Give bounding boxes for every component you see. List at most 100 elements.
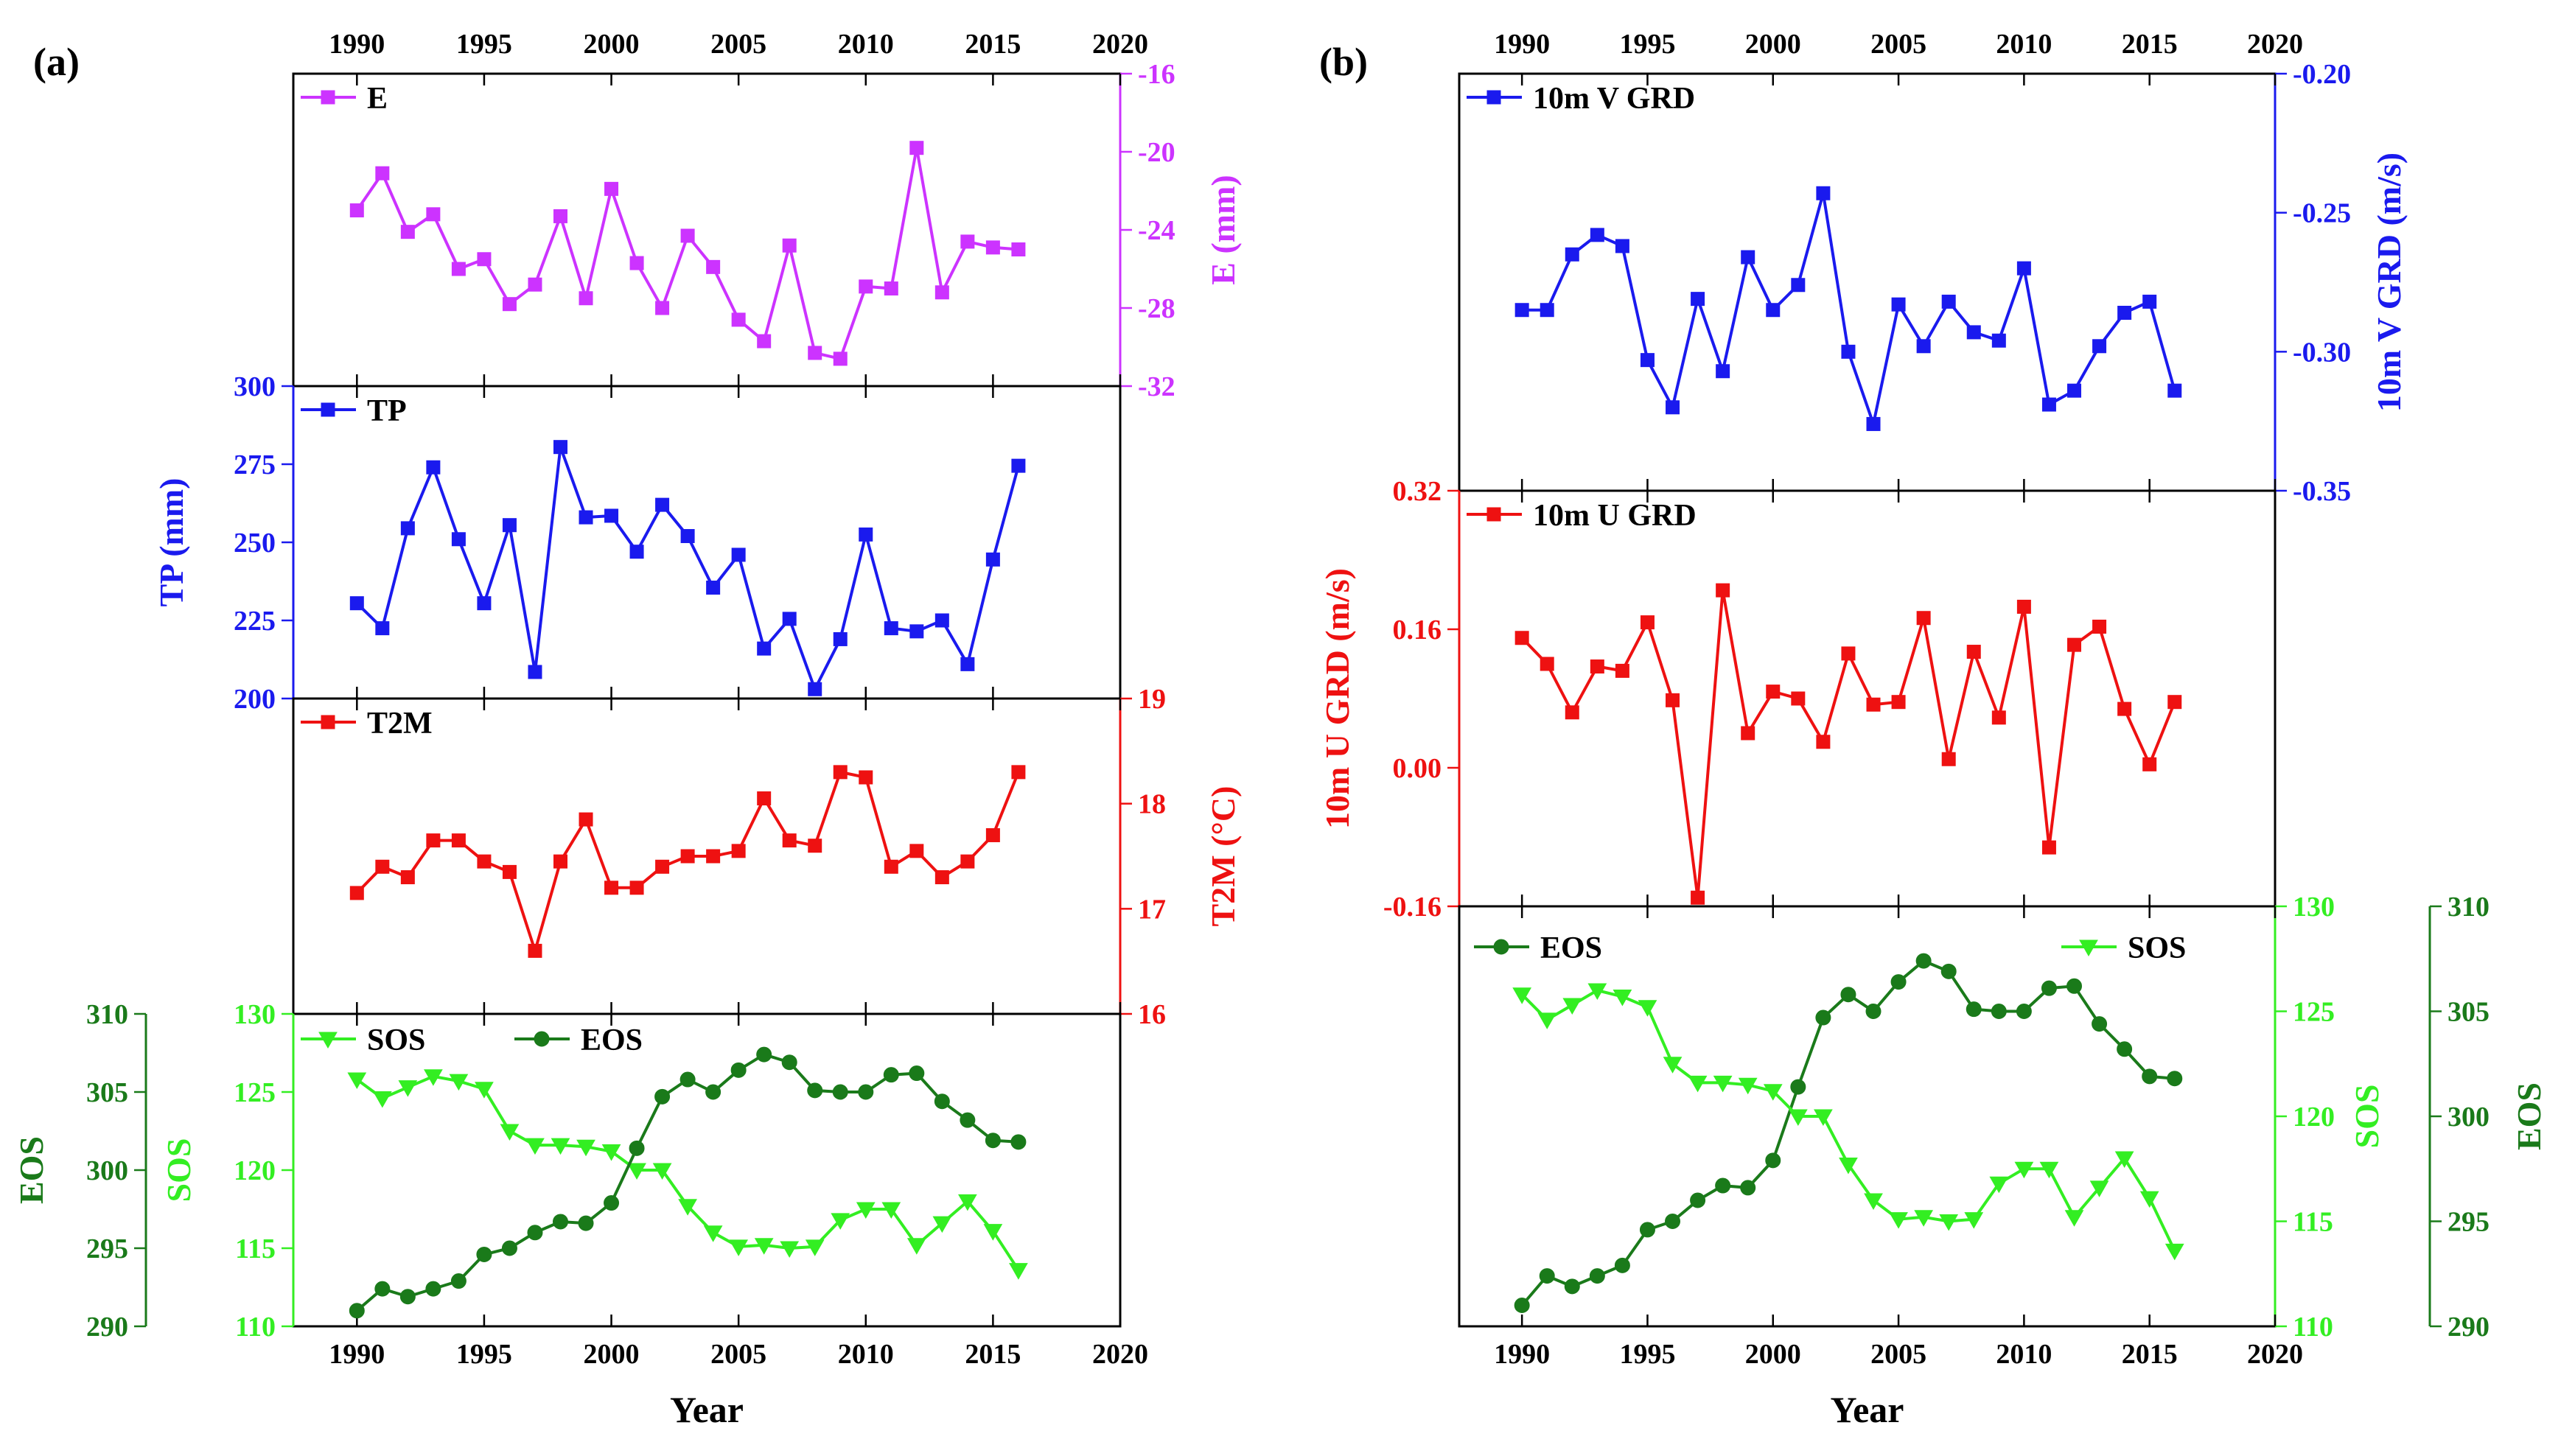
data-point-sos-1995 [1638, 1000, 1657, 1017]
x-tick-label: 2000 [1745, 1339, 1801, 1370]
data-point-10m-v-grd-2009 [1991, 333, 2006, 348]
data-point-e-2014 [960, 234, 975, 249]
data-point-10m-u-grd-2006 [1916, 611, 1931, 626]
data-point-sos-1997 [1688, 1075, 1708, 1093]
data-point-eos-1997 [527, 1225, 543, 1241]
data-point-e-2015 [985, 240, 1000, 255]
data-point-e-1992 [400, 225, 415, 239]
y-tick-label: 225 [234, 606, 276, 637]
data-point-eos-2015 [985, 1133, 1001, 1149]
data-point-eos-2008 [1966, 1001, 1982, 1018]
data-point-tp-1999 [579, 510, 593, 525]
data-point-10m-v-grd-2016 [2167, 383, 2182, 398]
y-tick-label: 19 [1138, 684, 1166, 715]
top-x-tick-label: 2020 [1092, 29, 1148, 60]
data-point-tp-1996 [502, 518, 517, 533]
top-x-tick-label: 2000 [1745, 29, 1801, 60]
data-point-sos-2005 [1889, 1212, 1908, 1229]
y-tick-label: 275 [234, 449, 276, 480]
y-axis-label-a_TP: TP (mm) [153, 477, 190, 606]
x-tick-label: 2015 [2122, 1339, 2178, 1370]
data-point-sos-2002 [652, 1163, 672, 1180]
series-line-10m-u-grd [1520, 589, 2176, 898]
x-tick-label: 1995 [456, 1339, 512, 1370]
data-point-10m-v-grd-2002 [1816, 186, 1831, 200]
data-point-sos-1995 [475, 1082, 494, 1099]
data-point-eos-2013 [934, 1093, 950, 1110]
data-point-10m-v-grd-2013 [2092, 339, 2107, 354]
data-point-t2m-2004 [706, 849, 721, 864]
data-point-sos-1994 [449, 1074, 469, 1091]
legend-marker [318, 1032, 338, 1049]
data-point-10m-u-grd-2008 [1966, 645, 1981, 659]
series-line-eos [1520, 959, 2175, 1306]
data-point-eos-1994 [1614, 1257, 1630, 1273]
x-tick-label: 2015 [965, 1339, 1021, 1370]
data-point-10m-v-grd-1995 [1640, 353, 1655, 368]
series-line-tp [355, 447, 1020, 693]
data-point-10m-u-grd-1993 [1590, 659, 1604, 674]
data-point-10m-u-grd-2014 [2117, 701, 2132, 716]
top-x-tick-label: 2015 [965, 29, 1021, 60]
data-point-tp-1997 [528, 665, 542, 679]
y-tick-label: 120 [234, 1155, 276, 1186]
data-point-10m-v-grd-1999 [1741, 250, 1755, 265]
data-point-10m-v-grd-1992 [1565, 247, 1579, 262]
data-point-eos-1996 [1665, 1214, 1681, 1229]
data-point-10m-v-grd-2014 [2117, 306, 2132, 321]
data-point-sos-2015 [2139, 1191, 2159, 1208]
y-tick-label: 125 [2293, 997, 2335, 1028]
data-point-10m-v-grd-2011 [2041, 397, 2056, 412]
data-point-tp-1991 [375, 621, 390, 636]
data-point-sos-2001 [627, 1163, 646, 1180]
data-point-eos-2012 [909, 1065, 925, 1082]
top-x-tick-label: 1995 [456, 29, 512, 60]
data-point-t2m-2012 [909, 844, 924, 858]
data-point-tp-1995 [477, 596, 492, 611]
y-tick-label: 110 [2293, 1312, 2333, 1343]
data-point-t2m-2007 [782, 833, 797, 848]
data-point-eos-1993 [1589, 1268, 1605, 1284]
top-x-tick-label: 1990 [329, 29, 385, 60]
data-point-tp-2011 [884, 621, 898, 636]
data-point-eos-2010 [2016, 1004, 2032, 1019]
data-point-tp-2002 [655, 497, 670, 512]
data-point-eos-1990 [349, 1303, 365, 1319]
y-tick-label: 295 [86, 1233, 128, 1264]
data-point-eos-2016 [2167, 1071, 2183, 1087]
data-point-t2m-2014 [960, 854, 975, 869]
legend-label-sos: SOS [367, 1023, 425, 1057]
data-point-t2m-2011 [884, 859, 898, 874]
data-point-sos-2000 [601, 1144, 621, 1161]
data-point-10m-u-grd-2003 [1841, 646, 1856, 661]
data-point-sos-2011 [881, 1202, 901, 1219]
data-point-e-1990 [349, 203, 364, 217]
y-tick-label: 115 [235, 1233, 276, 1264]
data-point-t2m-1995 [477, 854, 492, 869]
y-tick-label: 0.32 [1393, 476, 1442, 507]
plot-frame-a_E [292, 72, 1122, 388]
data-point-10m-u-grd-1996 [1666, 693, 1680, 707]
data-point-t2m-2005 [731, 844, 746, 858]
y-tick-label: -0.25 [2293, 198, 2351, 229]
data-point-t2m-2010 [859, 770, 873, 785]
data-point-sos-2014 [2114, 1151, 2134, 1169]
data-point-sos-2006 [754, 1238, 774, 1255]
y-tick-label: 130 [2293, 892, 2335, 923]
data-point-10m-u-grd-1990 [1514, 631, 1529, 645]
data-point-eos-2004 [705, 1084, 722, 1100]
data-point-sos-2007 [1939, 1214, 1959, 1231]
data-point-e-2012 [909, 141, 924, 155]
data-point-10m-u-grd-1991 [1540, 657, 1554, 671]
x-tick-label: 2005 [1870, 1339, 1926, 1370]
data-point-e-2000 [604, 181, 619, 196]
data-point-10m-v-grd-2001 [1791, 278, 1806, 293]
data-point-10m-v-grd-2003 [1841, 344, 1856, 359]
data-point-sos-2006 [1914, 1210, 1934, 1227]
data-point-10m-u-grd-2004 [1866, 697, 1881, 712]
data-point-sos-1998 [551, 1138, 570, 1155]
x-tick-label: 1995 [1619, 1339, 1675, 1370]
data-point-sos-2004 [703, 1225, 723, 1242]
data-point-eos-1999 [578, 1215, 594, 1231]
data-point-tp-2012 [909, 624, 924, 639]
